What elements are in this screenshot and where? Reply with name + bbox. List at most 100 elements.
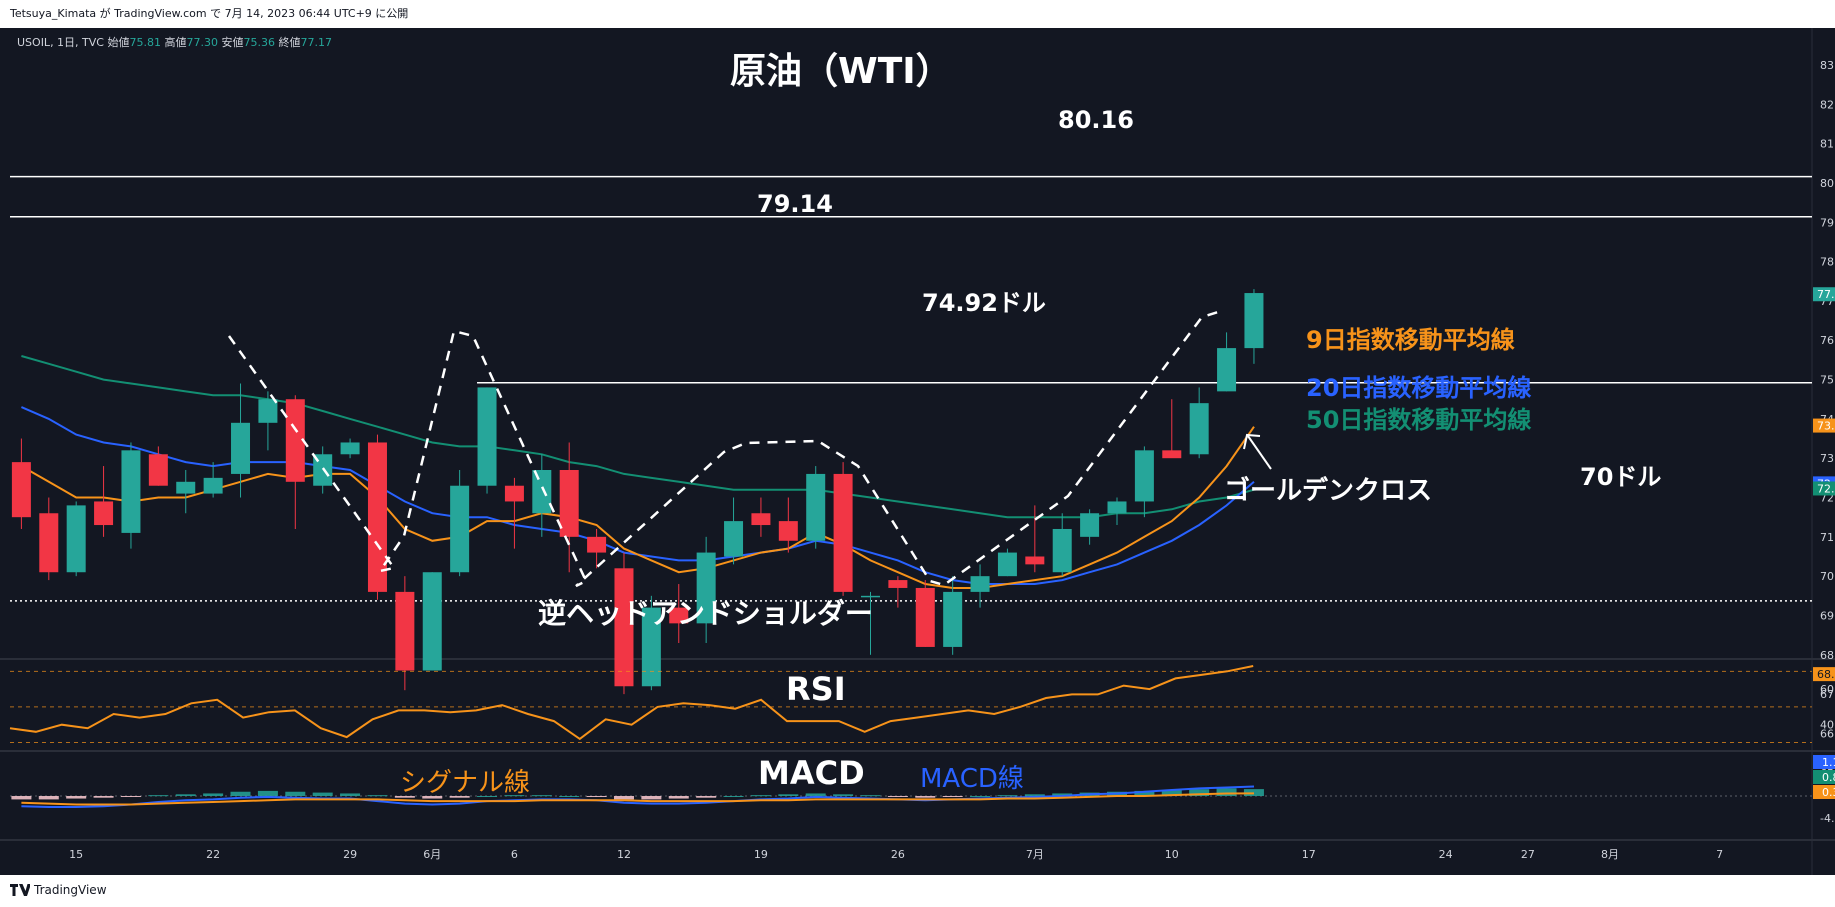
candle-body (176, 481, 196, 494)
time-tick-label: 15 (69, 848, 83, 861)
time-tick-label: 10 (1165, 848, 1179, 861)
candle-body (11, 462, 31, 518)
macd-badge-label: 0.81 (1822, 771, 1835, 784)
price-tick-label: 76.00 (1820, 334, 1835, 347)
macd-line-label: MACD線 (920, 764, 1024, 794)
candle-body (231, 422, 251, 474)
macd-histogram-bar (833, 794, 854, 796)
candle-body (696, 552, 716, 624)
candle-body (422, 572, 442, 671)
price-tick-label: 75.00 (1820, 374, 1835, 387)
candle-body (641, 607, 661, 687)
macd-histogram-bar (203, 793, 224, 796)
macd-histogram-bar (422, 796, 443, 799)
pattern-dashed-line (227, 310, 1219, 588)
macd-histogram-bar (1216, 788, 1237, 796)
price-tick-label: 71.00 (1820, 531, 1835, 544)
price-tick-label: 67.00 (1820, 688, 1835, 701)
macd-histogram-bar (586, 796, 607, 797)
time-tick-label: 7月 (1026, 848, 1044, 861)
macd-histogram-bar (449, 796, 470, 798)
chart-canvas[interactable]: 65.0066.0067.0068.0069.0070.0071.0072.00… (0, 28, 1835, 875)
macd-histogram-bar (1052, 793, 1073, 796)
macd-histogram-bar (394, 796, 415, 798)
macd-histogram-bar (230, 791, 251, 796)
macd-badge (1813, 785, 1835, 799)
macd-line (21, 785, 1255, 808)
macd-histogram-bar (38, 796, 59, 800)
candle-body (367, 442, 387, 592)
pattern-label: 逆ヘッドアンドショルダー (538, 597, 873, 630)
legend-close-label: 終値 (278, 36, 301, 49)
legend-close: 77.17 (300, 36, 332, 49)
candle-body (751, 513, 771, 526)
macd-histogram-bar (723, 796, 744, 797)
ohlc-legend: USOIL, 1日, TVC 始値75.81 高値77.30 安値75.36 終… (17, 34, 332, 50)
golden-cross-label: ゴールデンクロス (1224, 476, 1433, 506)
macd-histogram-bar (257, 790, 278, 796)
macd-histogram-bar (997, 795, 1018, 797)
level-80-label: 80.16 (1058, 106, 1134, 134)
time-tick-label: 22 (206, 848, 220, 861)
macd-badge (1813, 770, 1835, 784)
candle-body (997, 552, 1017, 577)
macd-histogram-bar (668, 796, 689, 799)
macd-histogram-bar (1024, 794, 1045, 796)
sma50-line (21, 355, 1255, 519)
candle-body (395, 591, 415, 671)
macd-title: MACD (758, 754, 865, 792)
time-tick-label: 29 (343, 848, 357, 861)
legend-high: 77.30 (186, 36, 218, 49)
candle-body (1189, 403, 1209, 455)
legend-low-label: 安値 (221, 36, 244, 49)
candle-body (559, 469, 579, 537)
chart-title: 原油（WTI） (730, 51, 952, 92)
price-tick-label: 83.00 (1820, 59, 1835, 72)
macd-histogram-bar (887, 796, 908, 797)
level-7492-label: 74.92ドル (922, 289, 1046, 317)
candle-body (943, 591, 963, 647)
macd-histogram-bar (504, 795, 525, 797)
time-tick-label: 7 (1716, 848, 1723, 861)
signal-line (21, 792, 1255, 806)
macd-badge-label: 1.12 (1822, 756, 1835, 769)
ema9-line (20, 426, 1255, 589)
rsi-tick-label: 60.00 (1820, 683, 1835, 696)
tradingview-logo[interactable]: TradingView (10, 883, 107, 897)
candle-body (970, 576, 990, 592)
macd-histogram-bar (1189, 789, 1210, 796)
sma20-label: 20日指数移動平均線 (1306, 374, 1532, 402)
legend-symbol: USOIL, 1日, TVC (17, 36, 104, 49)
candle-body (148, 454, 168, 486)
price-tick-label: 79.00 (1820, 216, 1835, 229)
macd-histogram-bar (285, 791, 306, 796)
macd-histogram-bar (1134, 790, 1155, 796)
macd-tick-label: -4.00 (1820, 812, 1835, 825)
level-70-label: 70ドル (1580, 463, 1662, 491)
candle-body (532, 469, 552, 514)
price-tick-label: 69.00 (1820, 609, 1835, 622)
candle-body (313, 454, 333, 486)
price-tick-label: 82.00 (1820, 98, 1835, 111)
time-tick-label: 8月 (1601, 848, 1619, 861)
macd-histogram-bar (696, 796, 717, 798)
macd-histogram-bar (942, 796, 963, 797)
rsi-badge (1813, 667, 1835, 682)
macd-histogram-bar (613, 796, 634, 800)
macd-badge-label: 0.31 (1822, 786, 1835, 799)
golden-cross-arrow (1247, 435, 1272, 470)
candle-body (1162, 450, 1182, 459)
macd-histogram-bar (970, 796, 991, 797)
macd-histogram-bar (120, 796, 141, 797)
time-tick-label: 24 (1439, 848, 1453, 861)
footer: TradingView (0, 875, 1835, 907)
macd-histogram-bar (750, 795, 771, 797)
candle-body (1244, 293, 1264, 349)
chart-background (0, 28, 1835, 875)
candle-body (614, 568, 634, 687)
macd-histogram-bar (641, 796, 662, 800)
price-badge-label: 77.17 (1817, 288, 1835, 301)
candle-body (450, 485, 470, 573)
candle-body (587, 536, 607, 553)
candle-body (860, 595, 880, 598)
